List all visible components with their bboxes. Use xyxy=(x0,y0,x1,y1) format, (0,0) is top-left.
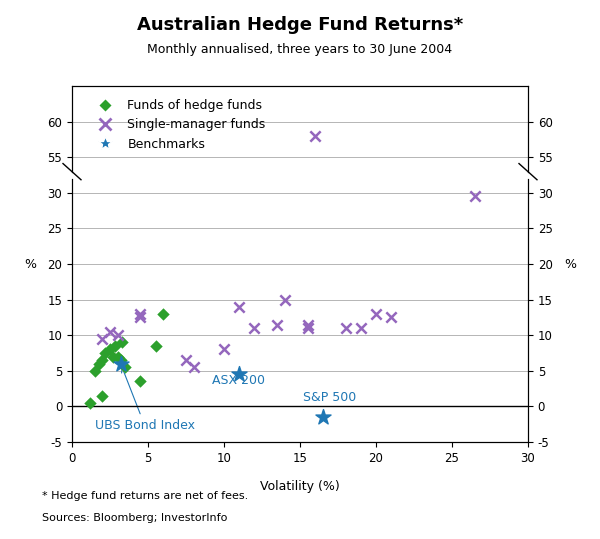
Text: Australian Hedge Fund Returns*: Australian Hedge Fund Returns* xyxy=(137,16,463,34)
Point xyxy=(121,363,130,371)
Point xyxy=(101,491,110,500)
Point xyxy=(98,477,107,486)
Point xyxy=(280,438,290,446)
Point xyxy=(272,320,282,329)
Point xyxy=(219,488,229,496)
Point xyxy=(95,502,104,510)
Text: Volatility (%): Volatility (%) xyxy=(260,480,340,493)
Point xyxy=(98,335,107,343)
Point xyxy=(250,324,259,333)
Point xyxy=(356,324,365,333)
Point xyxy=(386,455,396,464)
Point xyxy=(219,345,229,354)
Point xyxy=(151,484,160,493)
Point xyxy=(121,506,130,514)
Legend: Funds of hedge funds, Single-manager funds, Benchmarks: Funds of hedge funds, Single-manager fun… xyxy=(88,94,271,156)
Point xyxy=(371,452,381,461)
Point xyxy=(136,377,145,386)
Point xyxy=(113,331,122,340)
Point xyxy=(116,499,125,507)
Point xyxy=(158,309,168,318)
Point xyxy=(341,466,350,475)
Point xyxy=(272,462,282,471)
Point xyxy=(110,342,119,350)
Text: * Hedge fund returns are net of fees.: * Hedge fund returns are net of fees. xyxy=(42,491,248,501)
Point xyxy=(280,295,290,304)
Point xyxy=(136,313,145,322)
Text: %: % xyxy=(24,258,36,271)
Point xyxy=(341,324,350,333)
Point xyxy=(116,502,125,510)
Point xyxy=(181,356,191,364)
Point xyxy=(101,349,110,357)
Point xyxy=(105,470,115,479)
Point xyxy=(98,499,107,507)
Point xyxy=(108,495,118,503)
Point xyxy=(118,480,127,489)
Point xyxy=(158,452,168,461)
Text: Monthly annualised, three years to 30 June 2004: Monthly annualised, three years to 30 Ju… xyxy=(148,43,452,56)
Point xyxy=(136,520,145,528)
Text: ASX 200: ASX 200 xyxy=(212,374,265,386)
Point xyxy=(136,309,145,318)
Point xyxy=(90,367,100,375)
Point xyxy=(181,499,191,507)
Text: %: % xyxy=(564,258,576,271)
Point xyxy=(105,488,115,496)
Point xyxy=(303,320,313,329)
Point xyxy=(113,473,122,482)
Point xyxy=(235,370,244,379)
Point xyxy=(303,466,313,475)
Point xyxy=(386,313,396,322)
Point xyxy=(113,495,122,503)
Point xyxy=(371,309,381,318)
Point xyxy=(98,391,107,400)
Point xyxy=(235,445,244,453)
Point xyxy=(235,302,244,311)
Point xyxy=(85,398,95,407)
Point xyxy=(303,324,313,333)
Point xyxy=(108,353,118,361)
Point xyxy=(90,509,100,517)
Point xyxy=(113,353,122,361)
Text: UBS Bond Index: UBS Bond Index xyxy=(95,368,195,432)
Point xyxy=(250,466,259,475)
Point xyxy=(136,455,145,464)
Point xyxy=(318,413,328,421)
Point xyxy=(110,484,119,493)
Point xyxy=(235,513,244,521)
Point xyxy=(105,327,115,336)
Text: S&P 500: S&P 500 xyxy=(303,391,356,404)
Text: Sources: Bloomberg; InvestorInfo: Sources: Bloomberg; InvestorInfo xyxy=(42,513,227,523)
Point xyxy=(189,506,199,514)
Point xyxy=(105,345,115,354)
Point xyxy=(116,360,125,368)
Point xyxy=(189,363,199,371)
Point xyxy=(310,132,320,140)
Point xyxy=(356,466,365,475)
Point xyxy=(151,342,160,350)
Point xyxy=(98,356,107,364)
Point xyxy=(303,462,313,471)
Point xyxy=(136,452,145,461)
Point xyxy=(470,335,479,343)
Point xyxy=(98,534,107,539)
Point xyxy=(118,338,127,347)
Point xyxy=(116,356,125,364)
Point xyxy=(95,360,104,368)
Point xyxy=(470,192,479,201)
